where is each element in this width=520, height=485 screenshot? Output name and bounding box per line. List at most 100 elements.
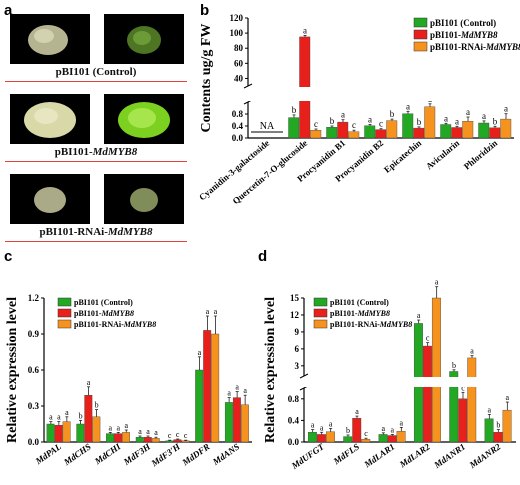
bar: [348, 131, 360, 139]
bar: [307, 432, 317, 443]
significance-letter: b: [452, 361, 456, 370]
bar: [84, 394, 93, 443]
category-label: MdCHI: [92, 441, 123, 467]
category-label: Epicatechin: [382, 138, 423, 175]
significance-letter: a: [470, 347, 474, 356]
significance-letter: a: [506, 393, 510, 402]
significance-letter: a: [227, 389, 231, 398]
y-tick-label: 0.8: [288, 394, 300, 404]
category-label: MdFLS: [331, 441, 361, 466]
bar: [502, 409, 512, 443]
category-label: MdLAR1: [362, 441, 397, 470]
category-label: MdANS: [210, 441, 241, 467]
legend-label: pBI101-MdMYB8: [74, 309, 134, 318]
significance-letter: a: [382, 424, 386, 433]
bar: [316, 434, 326, 443]
y-tick-label: 0.0: [232, 133, 244, 143]
significance-letter: c: [426, 334, 430, 343]
significance-letter: a: [235, 383, 239, 392]
significance-letter: a: [109, 423, 113, 432]
axis-break-gap: [305, 377, 517, 387]
bar: [92, 416, 101, 443]
bar: [288, 117, 300, 139]
significance-letter: a: [488, 405, 492, 414]
bar: [431, 297, 441, 443]
y-tick-label: 15: [290, 293, 300, 303]
bar: [451, 127, 463, 139]
significance-letter: a: [320, 423, 324, 432]
significance-letter: a: [466, 107, 470, 117]
axis-break-mark: [243, 83, 253, 89]
bar: [343, 436, 353, 443]
legend-swatch: [313, 319, 328, 329]
axis-break-mark: [299, 373, 309, 379]
bar: [458, 398, 468, 443]
bar: [211, 333, 220, 443]
bar: [326, 126, 338, 139]
significance-letter: a: [57, 413, 61, 422]
category-label: Avicularin: [424, 138, 461, 172]
category-label: MdF3H: [121, 441, 153, 468]
bar: [386, 120, 398, 139]
bar: [493, 432, 503, 443]
photo-label-mdmyb8: pBI101-MdMYB8: [54, 146, 138, 158]
significance-letter: c: [461, 383, 465, 392]
bar: [224, 402, 233, 443]
significance-letter: a: [400, 418, 404, 427]
bar: [135, 436, 144, 443]
significance-letter: a: [87, 378, 91, 387]
bar: [484, 418, 494, 443]
panel-c-letter: c: [4, 248, 13, 265]
chart-c: 0.0 0.3 0.6 0.9 1.2 Relative expression level…: [5, 293, 252, 469]
significance-letter: a: [125, 421, 129, 430]
legend-label: pBI101-MdMYB8: [430, 30, 498, 40]
callus-photo-mdmyb8-1: [10, 94, 90, 144]
legend-label: pBI101 (Control): [74, 298, 133, 307]
bar: [337, 121, 349, 139]
significance-letter: a: [303, 25, 307, 35]
significance-letter: b: [493, 116, 498, 126]
legend-swatch: [413, 41, 428, 52]
category-label: Quercetin-7-O-glucoside: [231, 138, 310, 206]
y-tick-label: 0.0: [28, 437, 40, 447]
y-axis-label: Relative expression level: [5, 297, 20, 443]
significance-letter: a: [138, 427, 142, 436]
callus-photo-rnai-2: [104, 174, 184, 224]
bar: [232, 397, 241, 443]
bar: [54, 424, 63, 443]
legend-label: pBI101 (Control): [330, 298, 389, 307]
bar: [478, 122, 490, 139]
y-axis-label: Relative expression level: [263, 297, 278, 443]
panel-a: a pBI101 (Control) pBI101-MdMYB8 pBI101-…: [0, 0, 192, 245]
panel-d-letter: d: [258, 248, 268, 265]
significance-letter: a: [154, 428, 158, 437]
axis-break-gap: [249, 87, 515, 101]
significance-letter: c: [184, 431, 188, 440]
significance-letter: c: [364, 429, 368, 438]
significance-letter: a: [504, 104, 508, 114]
category-label: MdF3'H: [149, 441, 183, 469]
category-label: Cyanidin-3-galactoside: [197, 138, 271, 203]
significance-letter: a: [341, 110, 345, 120]
significance-letter: a: [198, 348, 202, 357]
legend-swatch: [313, 297, 328, 307]
callus-photo-mdmyb8-2: [104, 94, 184, 144]
significance-letter: a: [65, 408, 69, 417]
significance-letter: a: [117, 423, 121, 432]
y-tick-label: 3: [295, 361, 300, 371]
y-tick-label: 6: [295, 344, 300, 354]
y-tick-label: 60: [234, 58, 244, 68]
callus-photo-rnai-1: [10, 174, 90, 224]
y-tick-label: 120: [230, 13, 244, 23]
chart-d: 0.0 0.4 0.8 3 6 9 12 15 Relative expression leve…: [263, 278, 517, 471]
legend-swatch: [413, 17, 428, 28]
bar: [402, 113, 414, 139]
y-tick-label: 100: [230, 28, 244, 38]
significance-letter: a: [214, 307, 218, 316]
significance-letter: b: [79, 411, 83, 420]
bar: [195, 369, 204, 443]
bar: [489, 127, 501, 139]
significance-letter: a: [406, 101, 410, 111]
significance-letter: a: [417, 311, 421, 320]
bar: [413, 127, 425, 139]
